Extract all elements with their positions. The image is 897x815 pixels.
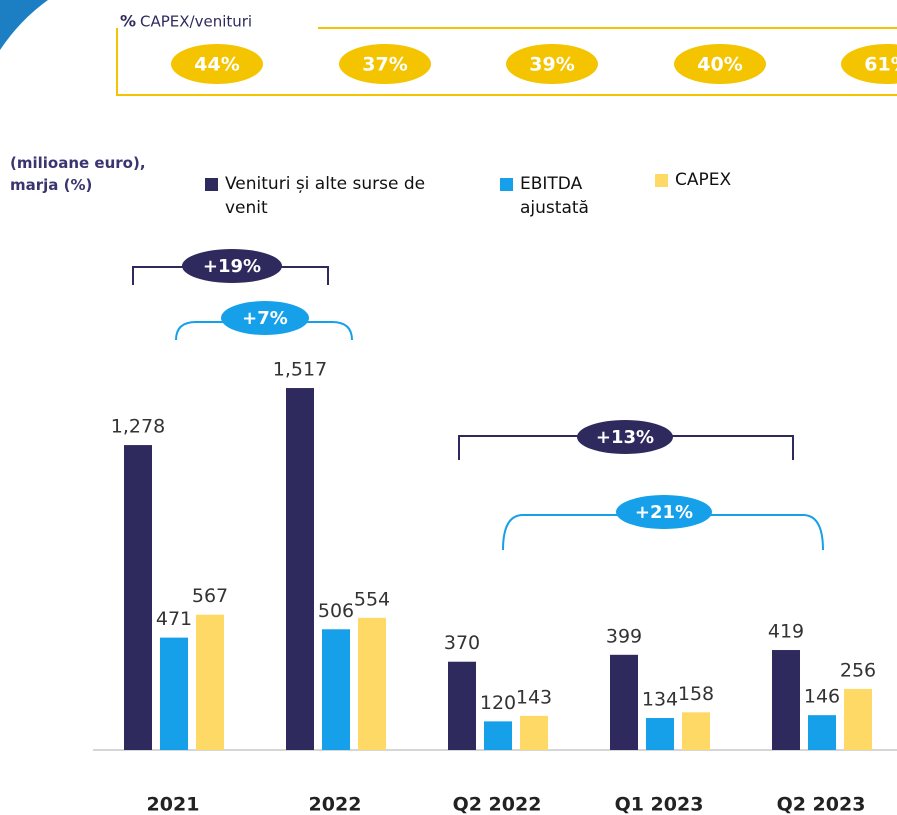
bar: [772, 650, 800, 750]
data-label: 143: [516, 686, 552, 708]
ratio-badge: [171, 44, 263, 84]
x-tick-label: Q1 2023: [615, 794, 704, 815]
bar: [124, 445, 152, 750]
corner-decoration: [0, 0, 48, 50]
data-label: 146: [804, 686, 840, 708]
x-tick-label: 2022: [309, 794, 362, 815]
growth-badge: [616, 495, 712, 529]
data-label: 567: [192, 585, 228, 607]
ratio-label: 37%: [362, 54, 407, 76]
data-label: 158: [678, 683, 714, 705]
data-label: 120: [480, 692, 516, 714]
bar: [808, 715, 836, 750]
bar: [286, 388, 314, 750]
legend-label: EBITDA ajustată: [520, 174, 589, 218]
bar: [448, 661, 476, 750]
data-label: 506: [318, 600, 354, 622]
bar: [844, 688, 872, 750]
bar: [520, 715, 548, 750]
data-label: 134: [642, 689, 678, 711]
growth-label: +7%: [242, 308, 288, 329]
bar: [358, 617, 386, 750]
growth-badge: [182, 249, 282, 283]
data-label: 419: [768, 621, 804, 643]
growth-label: +19%: [203, 256, 261, 277]
x-tick-label: Q2 2022: [453, 794, 542, 815]
bar: [484, 721, 512, 750]
legend-swatch: [500, 178, 513, 191]
ratio-frame: [116, 27, 897, 96]
ratio-symbol: %: [120, 12, 136, 31]
ratio-label: 39%: [529, 54, 574, 76]
growth-badge: [577, 420, 673, 454]
data-label: 370: [444, 632, 480, 654]
ratio-badge: [339, 44, 431, 84]
growth-label: +13%: [596, 427, 654, 448]
data-label: 554: [354, 588, 390, 610]
data-label: 256: [840, 659, 876, 681]
data-label: 399: [606, 625, 642, 647]
ratio-label: CAPEX/venituri: [140, 13, 252, 31]
data-label: 1,517: [273, 359, 327, 381]
x-tick-label: Q2 2023: [777, 794, 866, 815]
ratio-label: 44%: [194, 54, 239, 76]
growth-badge: [221, 301, 309, 335]
ratio-badge: [841, 44, 897, 84]
legend-label: Venituri și alte surse de venit: [225, 174, 426, 218]
ratio-label: 61%: [864, 54, 897, 76]
bar: [160, 637, 188, 750]
legend-swatch: [655, 174, 668, 187]
ratio-badge: [506, 44, 598, 84]
ratio-badge: [674, 44, 766, 84]
bar: [682, 712, 710, 750]
ratio-label: 40%: [697, 54, 742, 76]
data-label: 1,278: [111, 416, 165, 438]
bar: [610, 654, 638, 750]
legend-label: CAPEX: [675, 170, 732, 190]
unit-note: (milioane euro), marja (%): [10, 154, 146, 194]
bar: [322, 629, 350, 750]
x-tick-label: 2021: [147, 794, 200, 815]
data-label: 471: [156, 608, 192, 630]
bar: [646, 718, 674, 750]
growth-label: +21%: [635, 502, 693, 523]
bar: [196, 614, 224, 750]
legend-swatch: [205, 178, 218, 191]
